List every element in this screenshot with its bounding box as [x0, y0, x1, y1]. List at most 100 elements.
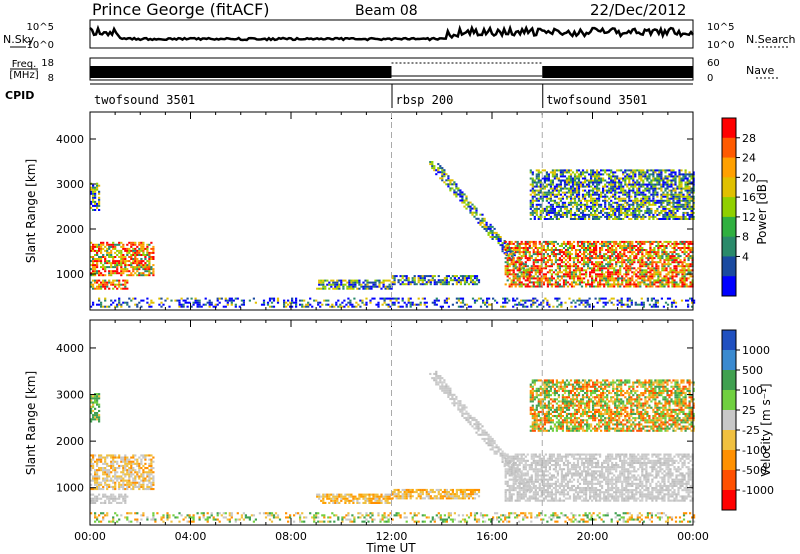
heatmap-cell: [551, 193, 554, 196]
heatmap-cell: [437, 169, 440, 172]
heatmap-cell: [590, 171, 593, 174]
heatmap-cell: [98, 395, 101, 398]
heatmap-cell: [385, 303, 388, 306]
heatmap-cell: [677, 242, 680, 245]
heatmap-cell: [683, 249, 686, 251]
heatmap-cell: [637, 251, 640, 254]
heatmap-cell: [445, 281, 448, 284]
heatmap-cell: [600, 191, 603, 194]
heatmap-cell: [639, 267, 642, 270]
heatmap-cell: [511, 250, 514, 253]
heatmap-cell: [94, 245, 97, 248]
heatmap-cell: [116, 266, 119, 269]
heatmap-cell: [102, 266, 105, 269]
heatmap-cell: [534, 301, 537, 304]
heatmap-cell: [358, 283, 361, 286]
heatmap-cell: [370, 281, 373, 284]
heatmap-cell: [518, 249, 521, 251]
heatmap-cell: [465, 203, 468, 206]
heatmap-cell: [550, 242, 553, 245]
heatmap-cell: [610, 209, 613, 212]
heatmap-cell: [592, 203, 595, 206]
heatmap-cell: [535, 207, 538, 210]
heatmap-cell: [116, 477, 119, 480]
heatmap-cell: [680, 191, 683, 194]
heatmap-cell: [94, 473, 97, 476]
heatmap-cell: [92, 268, 95, 271]
heatmap-cell: [516, 251, 519, 254]
heatmap-cell: [104, 245, 107, 248]
heatmap-cell: [148, 473, 151, 476]
heatmap-cell: [660, 187, 663, 190]
heatmap-cell: [148, 274, 151, 277]
heatmap-cell: [455, 191, 458, 194]
heatmap-cell: [671, 255, 674, 258]
heatmap-cell: [212, 305, 215, 308]
heatmap-cell: [558, 251, 561, 254]
heatmap-cell: [662, 305, 665, 308]
heatmap-cell: [146, 249, 149, 252]
heatmap-cell: [150, 301, 153, 304]
heatmap-cell: [405, 305, 408, 308]
heatmap-cell: [549, 211, 552, 214]
heatmap-cell: [106, 251, 109, 254]
heatmap-cell: [579, 173, 583, 176]
heatmap-cell: [104, 297, 107, 300]
heatmap-cell: [678, 187, 681, 190]
heatmap-cell: [144, 262, 147, 265]
heatmap-cell: [677, 285, 680, 288]
heatmap-cell: [372, 285, 375, 288]
heatmap-cell: [587, 249, 590, 251]
heatmap-cell: [624, 205, 627, 208]
heatmap-cell: [566, 261, 570, 264]
heatmap-cell: [674, 207, 677, 210]
heatmap-cell: [114, 266, 117, 269]
heatmap-cell: [532, 261, 535, 264]
heatmap-cell: [551, 191, 554, 194]
heatmap-cell: [658, 183, 661, 186]
heatmap-cell: [94, 395, 97, 398]
heatmap-cell: [488, 303, 491, 306]
heatmap-cell: [628, 209, 631, 212]
heatmap-cell: [602, 185, 605, 188]
heatmap-cell: [114, 469, 117, 472]
heatmap-cell: [514, 261, 517, 264]
heatmap-cell: [678, 183, 681, 186]
heatmap-cell: [110, 245, 113, 248]
heatmap-cell: [631, 247, 634, 249]
heatmap-cell: [569, 179, 573, 182]
heatmap-cell: [679, 285, 682, 288]
heatmap-cell: [631, 279, 634, 282]
heatmap-cell: [491, 225, 494, 228]
heatmap-cell: [92, 256, 95, 258]
heatmap-cell: [106, 479, 109, 482]
heatmap-cell: [647, 257, 650, 260]
heatmap-cell: [599, 242, 602, 245]
heatmap-cell: [389, 297, 392, 300]
heatmap-cell: [295, 303, 298, 306]
heatmap-cell: [674, 171, 677, 174]
heatmap-cell: [609, 285, 612, 288]
heatmap-cell: [692, 201, 695, 204]
heatmap-cell: [363, 303, 366, 306]
heatmap-cell: [431, 161, 434, 163]
heatmap-cell: [104, 285, 107, 288]
heatmap-cell: [352, 283, 355, 286]
heatmap-cell: [620, 299, 623, 302]
heatmap-cell: [682, 193, 685, 196]
heatmap-cell: [473, 275, 477, 278]
heatmap-cell: [641, 255, 644, 258]
heatmap-cell: [625, 263, 628, 266]
heatmap-cell: [652, 305, 655, 308]
heatmap-cell: [678, 185, 681, 188]
heatmap-cell: [659, 261, 662, 264]
heatmap-cell: [599, 269, 602, 272]
heatmap-cell: [648, 303, 651, 306]
heatmap-cell: [512, 269, 515, 272]
heatmap-cell: [566, 240, 570, 243]
heatmap-cell: [520, 273, 523, 276]
heatmap-cell: [104, 456, 107, 459]
heatmap-cell: [680, 181, 683, 184]
heatmap-cell: [104, 479, 107, 482]
heatmap-cell: [142, 272, 145, 275]
